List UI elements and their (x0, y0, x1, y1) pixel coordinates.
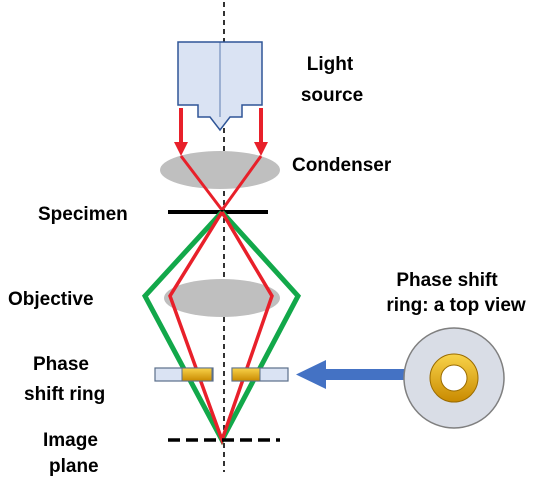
top-view-label-line2: ring: a top view (386, 295, 526, 316)
diffracted-light-rays (168, 211, 274, 446)
left-arrow-icon (296, 360, 405, 389)
image-plane-label-line2: plane (49, 456, 99, 477)
phase-ring-top-view (403, 327, 505, 429)
direct-light-rays (141, 210, 302, 446)
phase-shift-ring-side (154, 367, 289, 382)
image-plane-label-line1: Image (43, 430, 98, 451)
illumination-rays (174, 108, 268, 211)
objective-label: Objective (8, 289, 94, 310)
phase-ring-label-line2: shift ring (24, 384, 105, 405)
light-source-label-line1: Light (307, 54, 354, 75)
phase-ring-label-line1: Phase (33, 354, 89, 375)
condenser-label: Condenser (292, 155, 392, 176)
specimen-label: Specimen (38, 204, 128, 225)
light-source-label-line2: source (301, 85, 363, 106)
light-source-arrow-icon (177, 41, 263, 132)
top-view-label-line1: Phase shift (396, 270, 498, 291)
condenser-lens (160, 151, 280, 189)
objective-lens (164, 279, 280, 317)
